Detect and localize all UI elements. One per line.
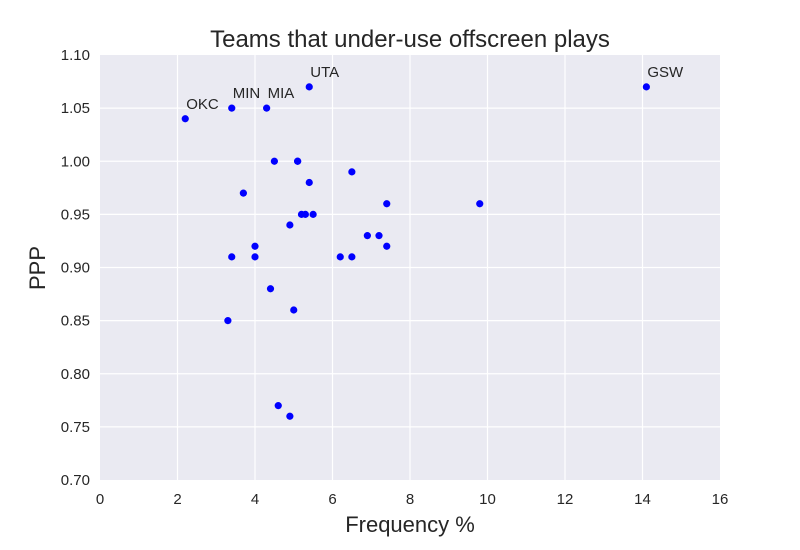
data-point bbox=[336, 253, 344, 261]
point-label: MIN bbox=[233, 85, 261, 102]
y-tick-label: 0.90 bbox=[61, 260, 90, 277]
data-point bbox=[348, 168, 356, 176]
point-label: GSW bbox=[647, 64, 684, 81]
data-point bbox=[274, 402, 282, 410]
data-point bbox=[383, 200, 391, 208]
data-point bbox=[228, 104, 236, 112]
data-point bbox=[263, 104, 271, 112]
data-points bbox=[181, 83, 650, 420]
x-tick-label: 16 bbox=[712, 491, 729, 508]
data-point bbox=[239, 189, 247, 197]
x-axis-label: Frequency % bbox=[345, 512, 475, 537]
x-tick-label: 14 bbox=[634, 491, 651, 508]
data-point bbox=[266, 285, 275, 293]
y-tick-label: 0.75 bbox=[61, 419, 90, 436]
grid-lines bbox=[100, 55, 720, 480]
data-point bbox=[375, 232, 383, 240]
x-axis-ticks: 0 2 4 6 8 10 12 14 16 bbox=[96, 491, 729, 508]
y-axis-label: PPP bbox=[25, 246, 50, 290]
x-tick-label: 2 bbox=[173, 491, 181, 508]
y-tick-label: 0.70 bbox=[61, 472, 90, 489]
y-tick-label: 1.05 bbox=[61, 100, 90, 117]
x-tick-label: 8 bbox=[406, 491, 414, 508]
y-tick-label: 1.00 bbox=[61, 153, 90, 170]
point-annotations: OKC MIN MIA UTA GSW bbox=[186, 64, 684, 113]
data-point bbox=[301, 210, 309, 218]
x-tick-label: 0 bbox=[96, 491, 104, 508]
x-tick-label: 4 bbox=[251, 491, 259, 508]
point-label: UTA bbox=[310, 64, 339, 81]
data-point bbox=[224, 317, 232, 325]
chart-title: Teams that under-use offscreen plays bbox=[210, 26, 610, 53]
data-point bbox=[251, 242, 259, 250]
x-tick-label: 10 bbox=[479, 491, 496, 508]
point-label: MIA bbox=[268, 85, 295, 102]
data-point bbox=[309, 210, 317, 218]
y-tick-label: 0.95 bbox=[61, 206, 90, 223]
data-point bbox=[286, 412, 294, 420]
data-point bbox=[270, 157, 278, 165]
y-axis-ticks: 0.70 0.75 0.80 0.85 0.90 0.95 1.00 1.05 1.10 bbox=[61, 47, 90, 489]
data-point bbox=[286, 221, 294, 229]
data-point bbox=[642, 83, 650, 91]
y-tick-label: 0.80 bbox=[61, 366, 90, 383]
data-point bbox=[476, 200, 484, 208]
data-point bbox=[305, 83, 313, 91]
y-tick-label: 1.10 bbox=[61, 47, 90, 64]
data-point bbox=[305, 178, 313, 187]
data-point bbox=[294, 157, 302, 165]
x-tick-label: 12 bbox=[557, 491, 574, 508]
x-tick-label: 6 bbox=[328, 491, 336, 508]
data-point bbox=[228, 253, 236, 261]
data-point bbox=[363, 232, 371, 240]
y-tick-label: 0.85 bbox=[61, 313, 90, 330]
point-label: OKC bbox=[186, 96, 219, 113]
data-point bbox=[181, 115, 189, 123]
data-point bbox=[383, 242, 391, 250]
data-point bbox=[348, 253, 356, 261]
data-point bbox=[251, 253, 259, 261]
data-point bbox=[290, 306, 298, 314]
